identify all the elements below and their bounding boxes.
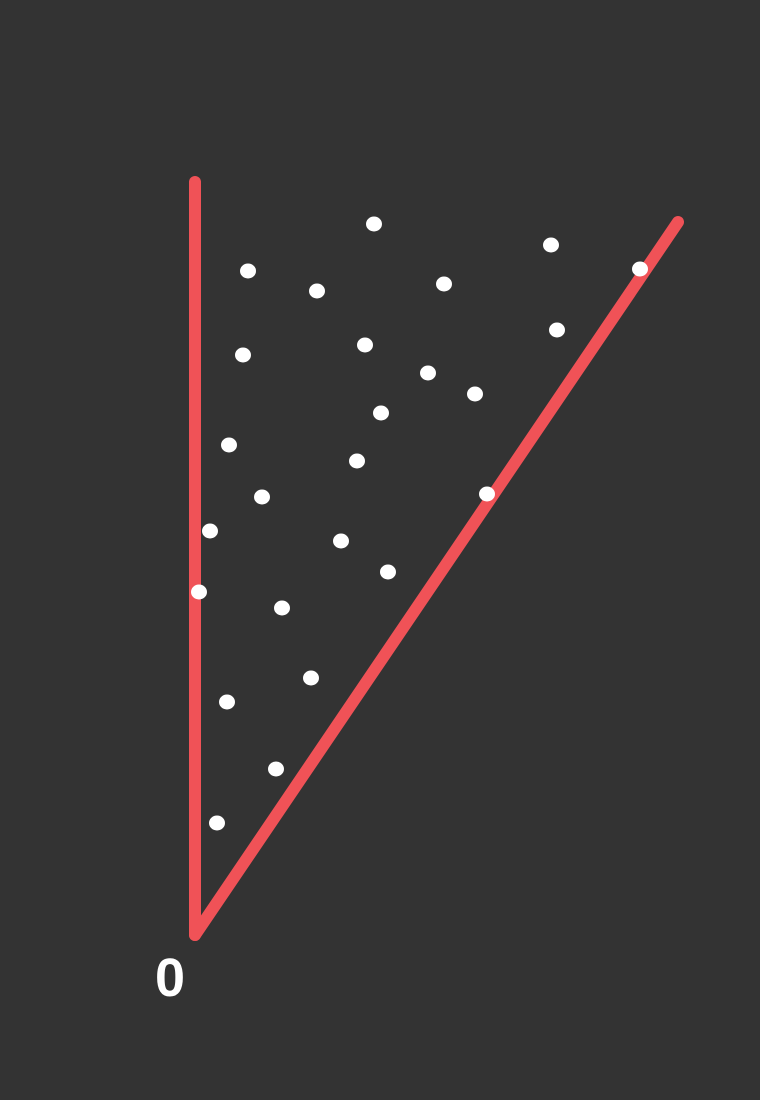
points-group xyxy=(191,216,648,831)
point-dot xyxy=(254,489,270,505)
point-dot xyxy=(380,564,396,580)
point-dot xyxy=(479,486,495,502)
point-dot xyxy=(274,600,290,616)
point-dot xyxy=(543,237,559,253)
point-dot xyxy=(219,694,235,710)
point-dot xyxy=(420,365,436,381)
point-dot xyxy=(467,386,483,402)
point-dot xyxy=(357,337,373,353)
point-dot xyxy=(221,437,237,453)
point-dot xyxy=(549,322,565,338)
point-dot xyxy=(349,453,365,469)
origin-label: 0 xyxy=(155,948,185,1008)
point-dot xyxy=(202,523,218,539)
point-dot xyxy=(436,276,452,292)
point-dot xyxy=(209,815,225,831)
point-dot xyxy=(235,347,251,363)
point-dot xyxy=(309,283,325,299)
point-dot xyxy=(333,533,349,549)
point-dot xyxy=(366,216,382,232)
point-dot xyxy=(191,584,207,600)
point-dot xyxy=(373,405,389,421)
point-dot xyxy=(303,670,319,686)
diagonal-boundary-ray xyxy=(189,216,684,941)
point-dot xyxy=(632,261,648,277)
point-dot xyxy=(240,263,256,279)
point-dot xyxy=(268,761,284,777)
